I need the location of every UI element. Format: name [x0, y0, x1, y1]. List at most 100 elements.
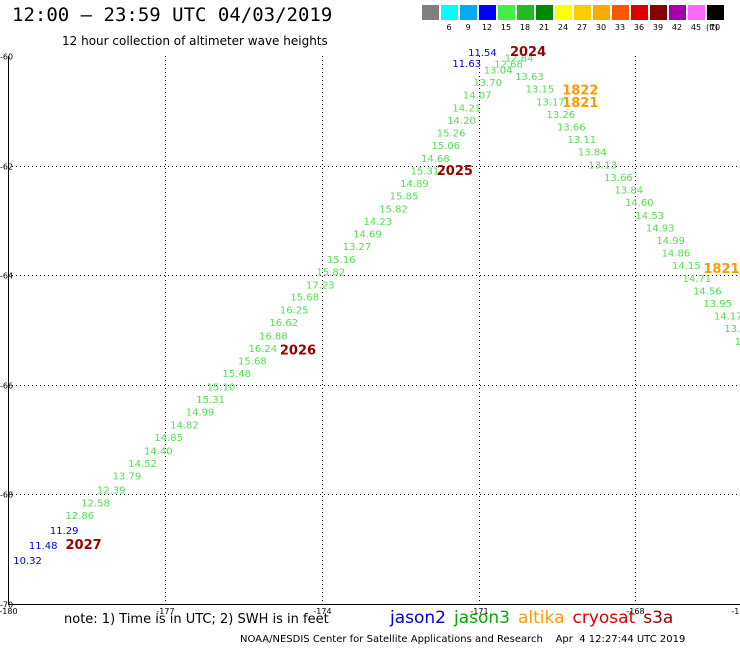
footer-note: note: 1) Time is in UTC; 2) SWH is in fe… — [64, 612, 329, 627]
data-label-s3a: 2027 — [66, 538, 102, 553]
satellite-jason3: jason3 — [454, 608, 510, 628]
scale-label: 45 — [690, 23, 702, 32]
y-tick-label: -66 — [0, 382, 13, 391]
data-label-jason3: 14.53 — [635, 211, 664, 222]
data-label-jason3: 13.04 — [484, 66, 513, 77]
data-label-jason3: 14.69 — [353, 229, 382, 240]
data-label-altika: 1821 — [562, 96, 598, 111]
scale-label: 33 — [614, 23, 626, 32]
data-label-jason3: 13.70 — [473, 78, 502, 89]
data-label-jason3: 12.68 — [494, 60, 523, 71]
scale-label: 9 — [465, 23, 471, 32]
scale-swatch — [517, 5, 534, 20]
data-label-jason3: 12.84 — [505, 53, 534, 64]
data-label-jason3: 15.26 — [437, 129, 466, 140]
scale-swatch — [688, 5, 705, 20]
satellite-legend: jason2 jason3 altika cryosat s3a — [390, 608, 681, 628]
scale-label: 15 — [500, 23, 512, 32]
data-label-jason2: 10.32 — [13, 556, 42, 567]
data-label-jason3: 14.17 — [714, 312, 740, 323]
scale-swatch — [460, 5, 477, 20]
data-label-altika: 1822 — [562, 83, 598, 98]
data-label-jason3: 14.93 — [646, 223, 675, 234]
scale-label: 39 — [652, 23, 664, 32]
y-tick-label: -62 — [0, 163, 13, 172]
data-label-jason3: 15.82 — [316, 268, 345, 279]
x-tick-label: -180 — [0, 607, 18, 616]
data-label-jason3: 13.17 — [536, 97, 565, 108]
y-tick-label: -60 — [0, 53, 13, 62]
data-label-jason3: 15.68 — [238, 357, 267, 368]
scale-label: 24 — [557, 23, 569, 32]
scale-swatch — [441, 5, 458, 20]
data-label-jason3: 14.15 — [672, 261, 701, 272]
x-tick-label: -171 — [470, 607, 488, 616]
data-label-jason3: 14.71 — [682, 274, 711, 285]
data-label-jason3: 13.66 — [604, 173, 633, 184]
data-label-jason3: 14.82 — [170, 421, 199, 432]
data-label-jason2: 11.48 — [29, 541, 58, 552]
x-tick-label: -166 — [731, 607, 740, 616]
scale-label: 6 — [446, 23, 452, 32]
data-label-jason3: 13.79 — [113, 472, 142, 483]
data-label-jason3: 16.25 — [280, 306, 309, 317]
scale-unit: (ft) — [706, 23, 719, 32]
scale-swatch — [669, 5, 686, 20]
data-label-jason3: 15.31 — [411, 166, 440, 177]
scale-swatch — [707, 5, 724, 20]
satellite-jason2: jason2 — [390, 608, 446, 628]
data-label-jason3: 14.85 — [154, 433, 183, 444]
data-label-jason3: 16.88 — [259, 331, 288, 342]
data-label-jason3: 15.68 — [290, 292, 319, 303]
data-label-jason3: 14.60 — [625, 198, 654, 209]
x-tick-label: -177 — [156, 607, 174, 616]
scale-swatch — [612, 5, 629, 20]
data-label-jason3: 13.13 — [588, 160, 617, 171]
data-label-jason3: 15.10 — [207, 382, 236, 393]
satellite-altika: altika — [518, 608, 565, 628]
data-label-jason3: 13.95 — [703, 299, 732, 310]
data-label-jason3: 13.27 — [343, 242, 372, 253]
data-label-jason3: 14.01 — [735, 337, 740, 348]
y-tick-label: -70 — [0, 601, 13, 610]
data-label-jason3: 13.63 — [515, 72, 544, 83]
data-label-jason3: 14.23 — [364, 217, 393, 228]
x-tick-label: -174 — [313, 607, 331, 616]
data-label-jason3: 14.56 — [693, 286, 722, 297]
y-tick-label: -64 — [0, 272, 13, 281]
data-label-jason3: 13.84 — [578, 148, 607, 159]
scale-swatch — [593, 5, 610, 20]
data-label-jason3: 15.48 — [222, 369, 251, 380]
data-label-jason3: 14.86 — [662, 249, 691, 260]
data-label-jason3: 12.86 — [66, 511, 95, 522]
scale-swatch — [536, 5, 553, 20]
data-label-jason3: 13.74 — [724, 324, 740, 335]
scale-label: 36 — [633, 23, 645, 32]
data-label-jason3: 13.26 — [547, 110, 576, 121]
y-tick-label: -68 — [0, 491, 13, 500]
data-label-jason3: 14.52 — [128, 459, 157, 470]
data-label-jason3: 12.39 — [97, 485, 126, 496]
credit-line: NOAA/NESDIS Center for Satellite Applica… — [240, 634, 686, 645]
data-label-jason3: 14.21 — [452, 103, 481, 114]
scale-label: 42 — [671, 23, 683, 32]
data-label-jason2: 11.63 — [452, 59, 481, 70]
scale-swatch — [555, 5, 572, 20]
data-label-s3a: 2025 — [437, 164, 473, 179]
scale-label: 12 — [481, 23, 493, 32]
data-label-jason3: 16.62 — [269, 318, 298, 329]
satellite-cryosat: cryosat — [572, 608, 636, 628]
scale-swatch — [574, 5, 591, 20]
data-label-jason3: 14.40 — [144, 446, 173, 457]
data-label-jason2: 11.54 — [468, 48, 497, 59]
data-label-jason3: 15.06 — [432, 141, 461, 152]
data-label-jason3: 15.82 — [379, 205, 408, 216]
data-label-jason3: 13.84 — [615, 186, 644, 197]
scale-label: 18 — [519, 23, 531, 32]
data-label-jason3: 16.24 — [249, 344, 278, 355]
data-label-jason3: 14.68 — [421, 154, 450, 165]
scale-label: 70 — [709, 23, 721, 32]
data-label-jason3: 14.89 — [400, 179, 429, 190]
